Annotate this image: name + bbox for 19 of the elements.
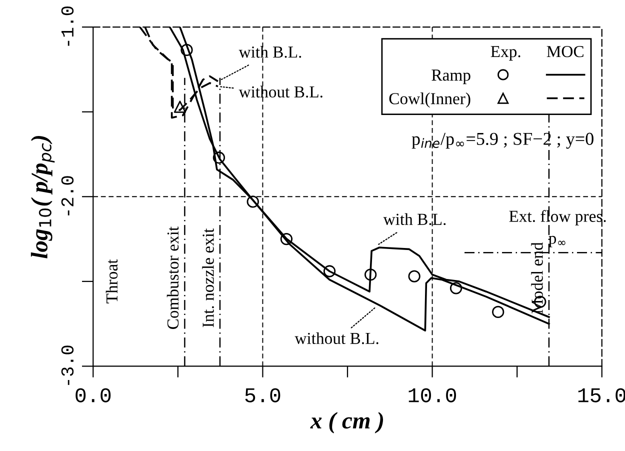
annotation: with B.L. — [383, 213, 446, 226]
x-tick-label: 5.0 — [245, 388, 280, 402]
annotation: with B.L. — [238, 46, 302, 58]
y-tick-label: -1.0 — [61, 6, 74, 46]
legend-title: Exp. MOC — [490, 46, 584, 61]
ref-line-label: Int. nozzle exit — [202, 228, 214, 328]
y-tick-label: -3.0 — [61, 346, 74, 385]
ref-line-label: Combustor exit — [166, 226, 179, 329]
legend-label: Ramp — [432, 70, 470, 84]
annotation: p$_{ine}$/p$_{∞}$=5.9 ; SF−2 ; y=0 — [412, 132, 594, 149]
annotation: without B.L. — [294, 332, 378, 344]
x-tick-label: 0.0 — [76, 388, 111, 402]
x-axis-title: x ( cm ) — [310, 412, 384, 434]
y-tick-label: -2.0 — [61, 176, 74, 216]
annotation: without B.L. — [238, 86, 322, 98]
annotation: Throat — [106, 259, 118, 304]
y-axis-title: log$_{10}$( p/p$_{pc}$) — [30, 136, 55, 258]
x-tick-label: 10.0 — [408, 388, 456, 402]
legend-label: Cowl(Inner) — [389, 92, 470, 108]
